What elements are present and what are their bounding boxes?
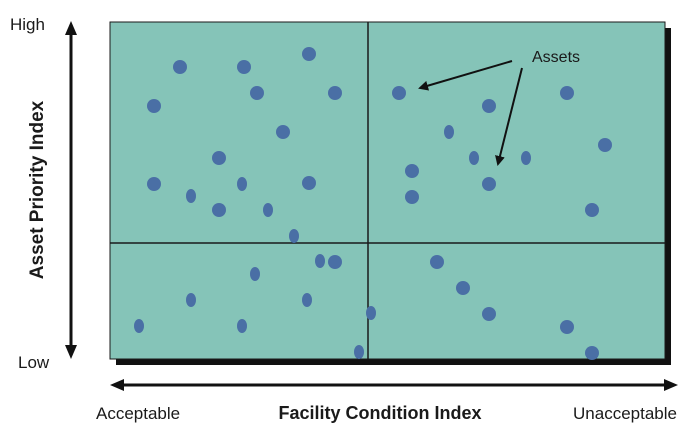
asset-dot: [444, 125, 454, 139]
asset-dot: [302, 293, 312, 307]
asset-dots: [134, 47, 612, 360]
asset-dot: [482, 177, 496, 191]
x-axis-acceptable-label: Acceptable: [96, 404, 180, 423]
asset-dot: [186, 189, 196, 203]
x-axis-arrowhead-left: [110, 379, 124, 391]
asset-dot: [250, 86, 264, 100]
asset-dot: [134, 319, 144, 333]
asset-dot: [560, 86, 574, 100]
x-axis-unacceptable-label: Unacceptable: [573, 404, 677, 423]
asset-dot: [392, 86, 406, 100]
asset-dot: [366, 306, 376, 320]
asset-dot: [276, 125, 290, 139]
y-axis-high-label: High: [10, 15, 45, 34]
x-axis-arrowhead-right: [664, 379, 678, 391]
asset-dot: [237, 319, 247, 333]
y-axis-arrowhead-top: [65, 21, 77, 35]
asset-dot: [237, 60, 251, 74]
asset-dot: [405, 164, 419, 178]
asset-dot: [173, 60, 187, 74]
asset-dot: [482, 307, 496, 321]
x-axis-title: Facility Condition Index: [278, 403, 481, 423]
asset-dot: [521, 151, 531, 165]
assets-annotation: Assets: [532, 49, 580, 66]
asset-dot: [315, 254, 325, 268]
asset-dot: [328, 86, 342, 100]
matrix-panel: [109, 21, 666, 360]
asset-dot: [354, 345, 364, 359]
asset-dot: [302, 47, 316, 61]
asset-dot: [212, 151, 226, 165]
asset-dot: [237, 177, 247, 191]
asset-dot: [430, 255, 444, 269]
asset-dot: [302, 176, 316, 190]
asset-dot: [560, 320, 574, 334]
assets-pointer-arrow-2: [495, 67, 523, 166]
asset-dot: [147, 99, 161, 113]
asset-dot: [328, 255, 342, 269]
y-axis-low-label: Low: [18, 353, 50, 372]
asset-dot: [585, 346, 599, 360]
asset-dot: [250, 267, 260, 281]
asset-dot: [598, 138, 612, 152]
asset-dot: [186, 293, 196, 307]
asset-dot: [469, 151, 479, 165]
asset-dot: [147, 177, 161, 191]
asset-dot: [456, 281, 470, 295]
asset-dot: [289, 229, 299, 243]
y-axis-title: Asset Priority Index: [27, 100, 48, 279]
y-axis-arrowhead-bottom: [65, 345, 77, 359]
asset-dot: [482, 99, 496, 113]
assets-pointer-arrow-1: [418, 60, 513, 91]
asset-dot: [585, 203, 599, 217]
asset-dot: [212, 203, 226, 217]
asset-dot: [263, 203, 273, 217]
asset-dot: [405, 190, 419, 204]
